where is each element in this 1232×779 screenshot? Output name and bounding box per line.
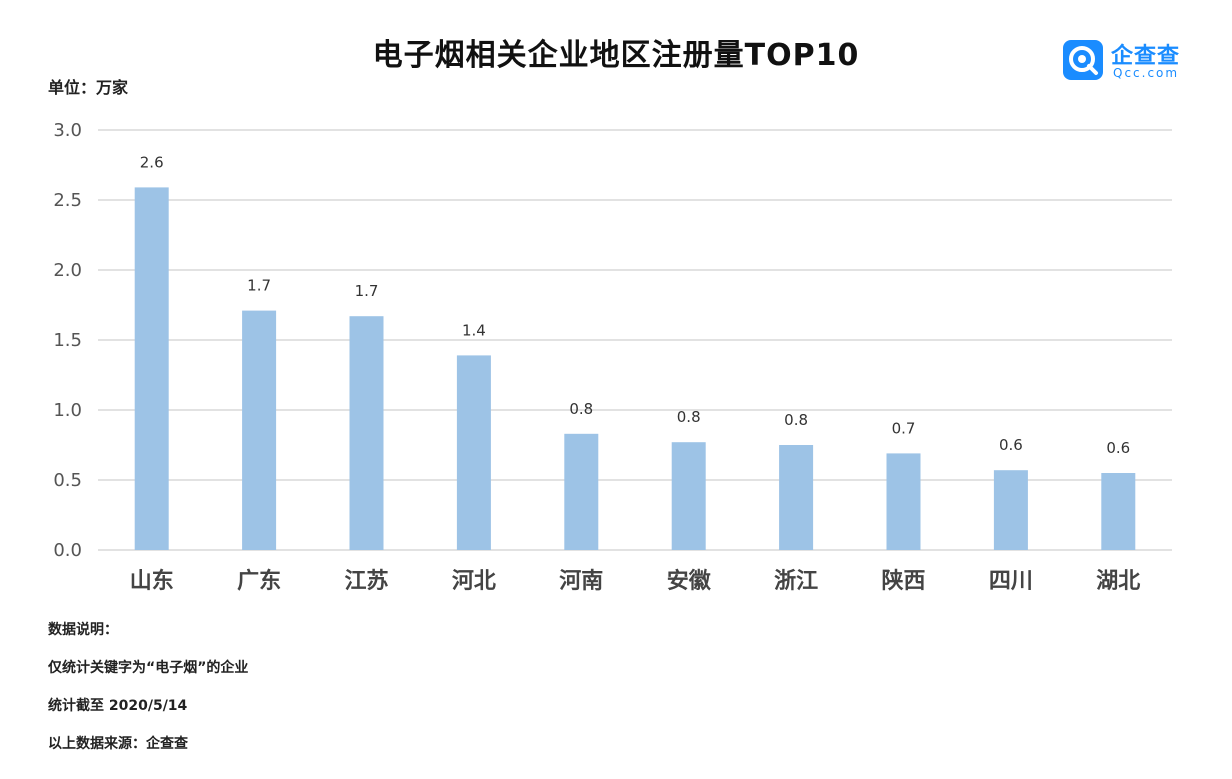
y-tick-label: 1.0: [53, 400, 82, 421]
note-date: 统计截至 2020/5/14: [48, 698, 188, 714]
x-tick-label: 河北: [452, 569, 496, 594]
x-tick-label: 江苏: [344, 568, 388, 594]
data-label: 2.6: [140, 153, 164, 171]
y-tick-labels: 0.0 0.5 1.0 1.5 2.0 2.5 3.0: [53, 120, 82, 561]
x-tick-label: 陕西: [881, 569, 925, 594]
data-label: 0.8: [784, 411, 808, 429]
bar: [779, 445, 814, 550]
x-tick-label: 湖北: [1096, 569, 1140, 594]
data-label: 1.7: [247, 277, 271, 295]
data-label: 0.6: [1106, 439, 1130, 457]
note-keyword: 仅统计关键字为“电子烟”的企业: [48, 660, 249, 676]
x-tick-label: 四川: [989, 569, 1033, 594]
data-label: 1.7: [355, 282, 379, 300]
y-tick-label: 1.5: [53, 330, 82, 351]
qcc-logo: 企查查 Qcc.com: [1063, 38, 1203, 86]
qcc-logo-icon: [1063, 40, 1103, 80]
y-tick-label: 2.5: [53, 190, 82, 211]
x-tick-label: 广东: [237, 568, 281, 594]
data-label: 0.8: [569, 400, 593, 418]
grid-layer: [98, 129, 1172, 551]
data-label: 0.7: [892, 419, 916, 437]
chart-title: 电子烟相关企业地区注册量TOP10: [372, 38, 860, 73]
y-tick-label: 3.0: [53, 120, 82, 141]
data-label: 0.8: [677, 408, 701, 426]
bar: [886, 453, 921, 550]
bar: [134, 187, 169, 550]
data-label: 0.6: [999, 436, 1023, 454]
y-tick-label: 0.0: [53, 540, 82, 561]
qcc-logo-domain: Qcc.com: [1113, 66, 1180, 80]
x-tick-labels: 山东 广东 江苏 河北 河南 安徽 浙江 陕西 四川 湖北: [130, 568, 1141, 594]
qcc-logo-name: 企查查: [1111, 44, 1181, 69]
bar: [564, 433, 599, 550]
notes-block: 数据说明： 仅统计关键字为“电子烟”的企业 统计截至 2020/5/14 以上数…: [48, 620, 248, 772]
data-labels: 2.6 1.7 1.7 1.4 0.8 0.8 0.8 0.7 0.6 0.6: [140, 153, 1130, 457]
y-tick-label: 2.0: [53, 260, 82, 281]
data-label: 1.4: [462, 321, 486, 339]
unit-label: 单位：万家: [48, 78, 129, 97]
y-tick-label: 0.5: [53, 470, 82, 491]
x-tick-label: 浙江: [774, 569, 818, 594]
bar: [349, 316, 384, 550]
x-tick-label: 山东: [130, 568, 174, 594]
bar: [242, 310, 277, 550]
bars: [134, 187, 1136, 550]
bar: [1101, 473, 1136, 550]
x-tick-label: 河南: [559, 569, 603, 594]
bar: [993, 470, 1028, 550]
note-heading: 数据说明：: [48, 622, 118, 638]
x-tick-label: 安徽: [667, 568, 712, 594]
bar: [671, 442, 706, 550]
bar: [456, 355, 491, 550]
note-source: 以上数据来源：企查查: [48, 736, 188, 752]
